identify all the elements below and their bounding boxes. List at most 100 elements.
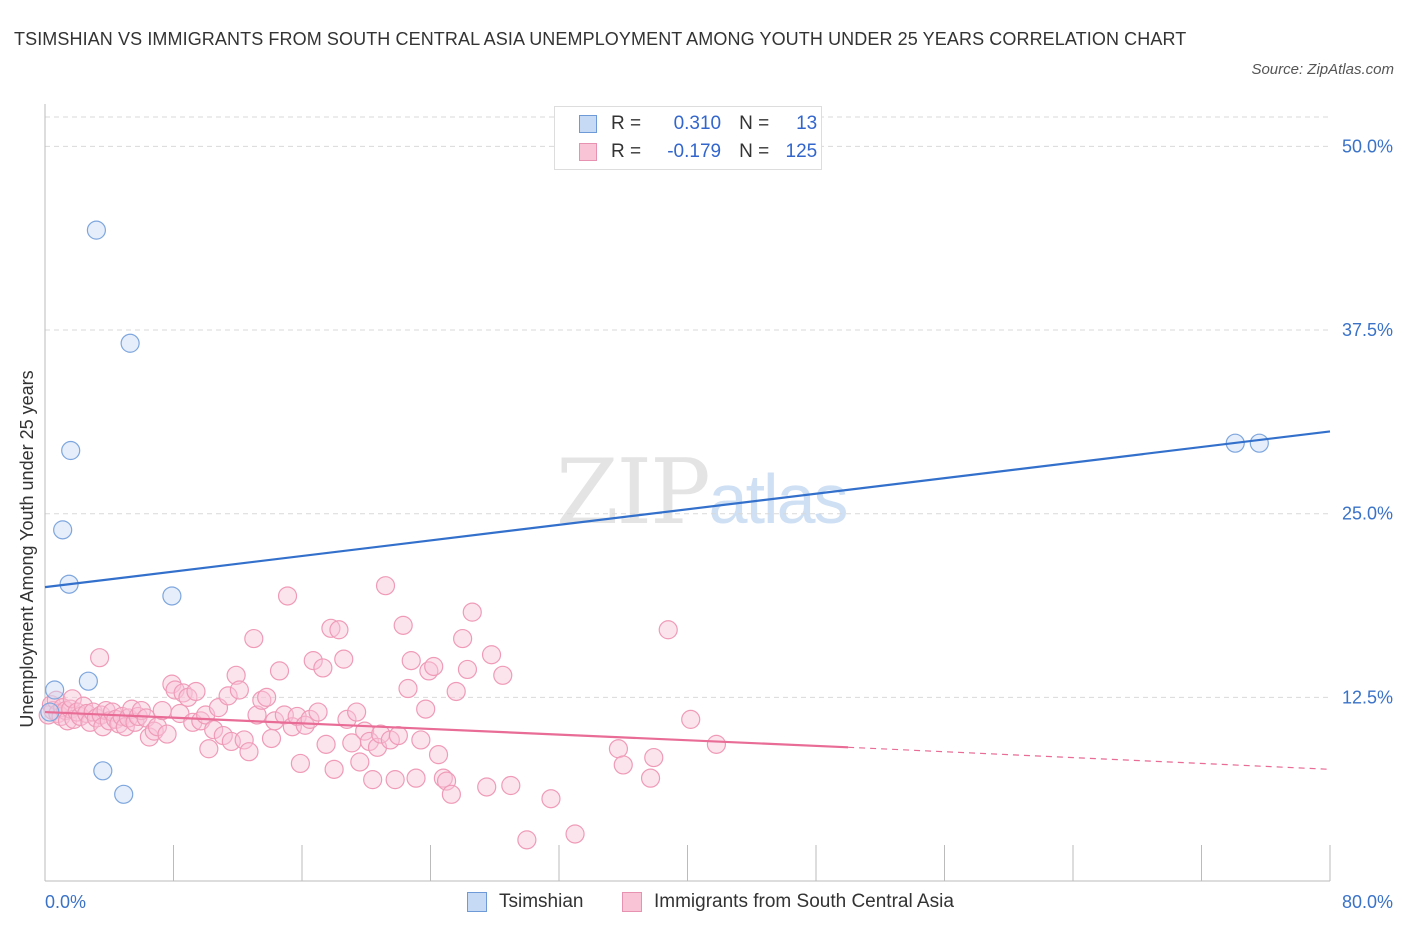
tsimshian-point [45, 680, 65, 700]
immigrants-point [493, 665, 513, 685]
immigrants-point [424, 656, 444, 677]
immigrants-point [290, 753, 310, 774]
immigrants-point [277, 586, 298, 606]
tsimshian-point [93, 761, 113, 781]
immigrants-point [658, 620, 678, 640]
tsimshian-trendline [44, 430, 1331, 589]
legend-n-label: N = [739, 113, 770, 134]
watermark: ZIPatlas [556, 440, 849, 545]
legend-r-label: R = [611, 113, 642, 134]
immigrants-point [350, 752, 370, 772]
watermark-zip: ZIP [556, 440, 711, 545]
legend-r-value: 0.310 [673, 113, 722, 134]
immigrants-point [226, 665, 246, 685]
tsimshian-point [120, 333, 140, 353]
source-label: Source: ZipAtlas.com [1251, 61, 1394, 78]
immigrants-point [247, 705, 267, 725]
legend-r-value: -0.179 [667, 141, 722, 162]
y-tick-label: 25.0% [1342, 504, 1393, 524]
immigrants-point [334, 649, 354, 669]
immigrants-point [329, 620, 349, 640]
tsimshian-point [162, 586, 182, 606]
immigrants-point [204, 720, 224, 740]
y-tick-label: 37.5% [1342, 320, 1393, 340]
immigrants-point [261, 728, 282, 749]
immigrants-point [316, 734, 336, 754]
immigrants-point [613, 755, 633, 775]
immigrants-point [229, 680, 249, 700]
tsimshian-point [78, 671, 98, 691]
immigrants-point [411, 730, 431, 750]
y-tick-label: 50.0% [1342, 136, 1393, 156]
immigrants-point [385, 770, 405, 790]
immigrants-point [644, 747, 664, 768]
correlation-legend: R = 0.310 N = 13 R = -0.179 N = 125 [554, 106, 822, 170]
legend-row-immigrants: R = -0.179 N = 125 [579, 139, 817, 165]
immigrants-point [441, 784, 461, 804]
legend-r-label: R = [611, 141, 642, 162]
x-tick-label: 0.0% [45, 892, 86, 912]
immigrants-point [90, 648, 110, 668]
immigrants-point [257, 687, 277, 707]
immigrants-point [321, 618, 341, 638]
immigrants-point [398, 678, 418, 699]
immigrants-point [337, 709, 357, 729]
immigrants-point [303, 651, 323, 671]
y-axis-label: Unemployment Among Youth under 25 years [17, 370, 37, 727]
immigrants-point [416, 699, 436, 719]
bottom-legend-immigrants: Immigrants from South Central Asia [622, 889, 954, 915]
immigrants-point [125, 712, 145, 732]
immigrants-trendline-extension [848, 746, 1331, 770]
immigrants-point [375, 576, 396, 596]
immigrants-point [347, 702, 367, 722]
immigrants-point [608, 739, 629, 759]
tsimshian-point [114, 784, 134, 804]
bottom-legend-swatch-immigrants [622, 892, 642, 912]
immigrants-point [477, 777, 497, 797]
bottom-legend-label-immigrants: Immigrants from South Central Asia [654, 891, 954, 912]
tsimshian-point [61, 440, 81, 461]
immigrants-point [244, 628, 264, 649]
immigrants-point [706, 734, 727, 754]
y-tick-label: 12.5% [1342, 687, 1393, 707]
immigrants-point [401, 651, 421, 671]
bottom-legend-tsimshian: Tsimshian [467, 889, 583, 915]
immigrants-point [517, 830, 537, 850]
immigrants-point [565, 824, 585, 844]
legend-n-value: 125 [785, 141, 818, 162]
immigrants-point [393, 615, 413, 635]
immigrants-point [453, 628, 473, 649]
immigrants-point [681, 709, 701, 729]
immigrants-point [234, 730, 254, 750]
legend-row-tsimshian: R = 0.310 N = 13 [579, 111, 817, 137]
immigrants-point [218, 686, 238, 706]
chart-title: TSIMSHIAN VS IMMIGRANTS FROM SOUTH CENTR… [14, 29, 1187, 49]
immigrants-point [406, 768, 426, 788]
immigrants-point [481, 645, 502, 665]
immigrants-point [462, 602, 482, 622]
immigrants-point [186, 681, 206, 702]
immigrants-point [446, 681, 466, 702]
legend-swatch-tsimshian [579, 115, 597, 133]
immigrants-point [541, 789, 561, 809]
immigrants-point [428, 745, 449, 765]
immigrants-point [199, 739, 219, 759]
immigrants-point [501, 775, 521, 796]
x-tick-label: 80.0% [1342, 892, 1393, 912]
immigrants-point [433, 768, 453, 788]
tsimshian-point [53, 520, 73, 540]
immigrants-point [363, 770, 383, 790]
immigrants-point [239, 742, 259, 762]
immigrants-point [269, 661, 290, 681]
immigrants-point [324, 759, 344, 779]
tsimshian-point [86, 220, 107, 240]
immigrants-point [457, 659, 478, 680]
tsimshian-point [1249, 433, 1269, 453]
immigrants-point [308, 702, 328, 722]
legend-n-label: N = [739, 141, 770, 162]
immigrants-trendline [44, 710, 849, 749]
immigrants-point [313, 658, 333, 678]
immigrants-point [157, 724, 177, 744]
legend-n-value: 13 [796, 113, 818, 134]
legend-swatch-immigrants [579, 143, 597, 161]
